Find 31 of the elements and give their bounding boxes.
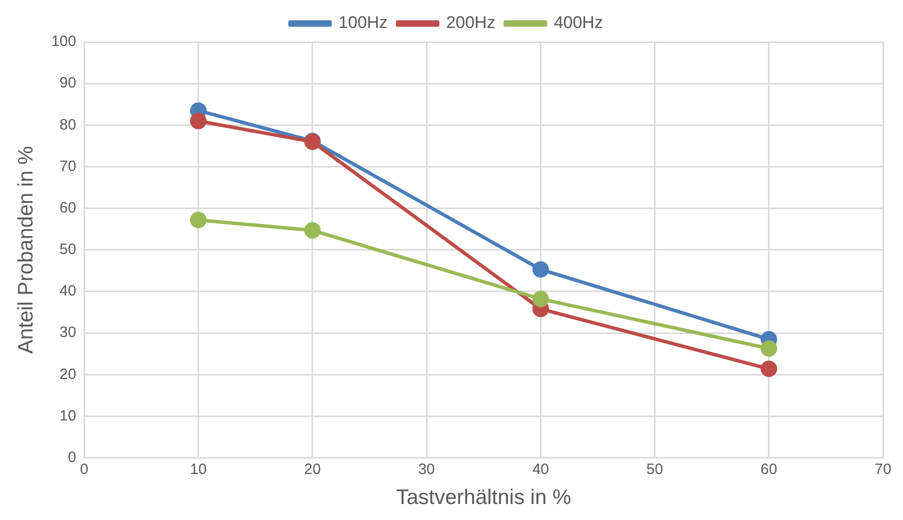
y-tick-label: 20 <box>60 366 76 383</box>
x-tick-label: 30 <box>418 460 435 478</box>
x-axis-title: Tastverhältnis in % <box>396 486 572 510</box>
point <box>532 290 549 308</box>
x-tick-label: 20 <box>304 460 321 478</box>
legend-label: 400Hz <box>554 13 603 32</box>
x-tick-label: 70 <box>874 460 892 478</box>
x-tick-label: 10 <box>190 460 207 478</box>
point <box>304 222 321 239</box>
y-tick-label: 40 <box>60 282 76 300</box>
y-tick-label: 70 <box>60 158 76 175</box>
point <box>760 360 778 378</box>
y-tick-label: 100 <box>51 33 76 50</box>
x-tick-label: 50 <box>646 460 664 478</box>
legend-label: 100Hz <box>338 13 388 32</box>
y-tick-label: 50 <box>60 241 76 258</box>
legend-label: 200Hz <box>446 13 496 32</box>
x-tick-label: 60 <box>760 460 778 478</box>
x-tick-label: 0 <box>80 460 88 478</box>
point <box>760 340 778 357</box>
y-axis-title: Anteil Probanden in % <box>14 146 38 354</box>
x-tick-label: 40 <box>532 460 550 478</box>
y-tick-label: 0 <box>68 448 76 466</box>
y-tick-label: 30 <box>60 324 76 342</box>
point <box>190 212 207 228</box>
point <box>190 112 207 130</box>
point <box>532 261 549 278</box>
y-tick-label: 60 <box>60 199 76 216</box>
y-tick-label: 90 <box>60 74 76 92</box>
y-tick-label: 10 <box>60 407 76 424</box>
y-tick-label: 80 <box>60 116 76 134</box>
